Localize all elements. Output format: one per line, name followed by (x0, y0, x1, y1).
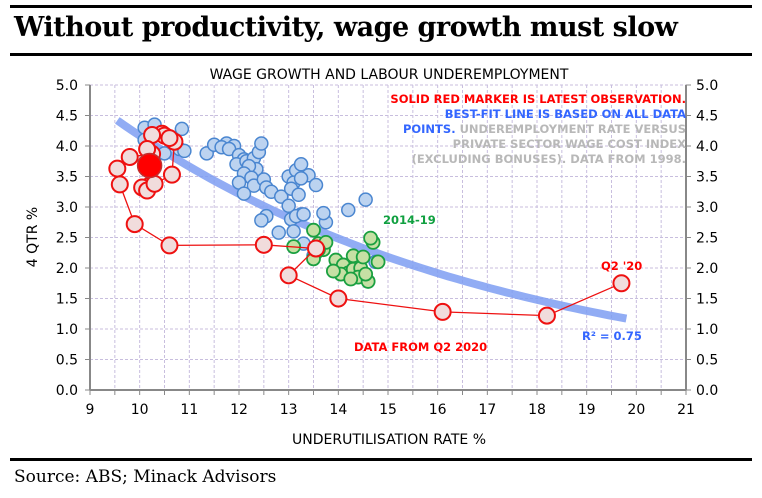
data-points (108, 117, 631, 325)
label-q2-20: Q2 '20 (601, 259, 642, 273)
point-from-q2-2020 (110, 175, 129, 194)
x-tick-label: 18 (528, 402, 546, 418)
point-2014-19 (358, 266, 374, 282)
point-from-q2-2020 (162, 165, 181, 184)
label-data-from-q2-2020: DATA FROM Q2 2020 (354, 340, 487, 354)
y-tick-label-left: 4.0 (56, 139, 78, 155)
y-tick-label-left: 0.0 (56, 383, 78, 399)
y-tick-label-right: 3.5 (696, 170, 718, 186)
x-tick-label: 14 (329, 402, 347, 418)
point-2014-19 (306, 222, 321, 238)
source-note: Source: ABS; Minack Advisors (14, 467, 277, 487)
y-tick-label-right: 5.0 (696, 78, 718, 94)
x-tick-label: 16 (429, 402, 447, 418)
point-from-q2-2020 (306, 239, 325, 258)
svg-text:POINTS. UNDEREMPLOYMENT RATE: POINTS. UNDEREMPLOYMENT RATE VERSUS (403, 122, 686, 136)
point-1998-2013 (236, 186, 252, 201)
point-from-q2-2020 (329, 289, 348, 308)
y-tick-label-right: 2.0 (696, 261, 718, 277)
x-tick-label: 20 (627, 402, 645, 418)
x-axis-label: UNDERUTILISATION RATE % (292, 432, 486, 448)
top-rule (10, 5, 752, 8)
y-tick-label-left: 2.0 (56, 261, 78, 277)
x-tick-label: 15 (379, 402, 397, 418)
point-1998-2013 (291, 187, 306, 203)
annotation-wage-index: PRIVATE SECTOR WAGE COST INDEX (453, 137, 686, 151)
point-2014-19 (343, 271, 359, 287)
point-2014-19 (355, 249, 371, 265)
label-r-squared: R² = 0.75 (582, 329, 642, 343)
annotation-best-fit: BEST-FIT LINE IS BASED ON ALL DATA (445, 107, 686, 121)
annotation-latest-observation: SOLID RED MARKER IS LATEST OBSERVATION. (390, 92, 686, 106)
point-from-q2-2020 (160, 129, 179, 148)
point-1998-2013 (271, 225, 286, 240)
x-tick-label: 13 (280, 402, 298, 418)
y-tick-label-left: 3.0 (56, 200, 78, 216)
point-from-q2-2020 (108, 159, 127, 178)
point-from-q2-2020 (279, 266, 298, 285)
point-1998-2013 (308, 177, 324, 193)
y-tick-label-right: 0.0 (696, 383, 718, 399)
tick-labels: 9 10 11 12 13 14 15 16 17 18 19 20 210.00.51.01.52.0… (56, 78, 719, 418)
annotation-data-from-1998: (EXCLUDING BONUSES). DATA FROM 1998. (412, 152, 686, 166)
x-tick-label: 19 (578, 402, 596, 418)
point-1998-2013 (316, 205, 331, 221)
y-axis-label: 4 QTR % (25, 207, 41, 267)
label-2014-19: 2014-19 (383, 213, 436, 227)
point-from-q2-2020 (120, 147, 139, 166)
y-tick-label-left: 2.5 (56, 231, 78, 247)
x-tick-label: 9 (86, 402, 95, 418)
best-fit-line (115, 117, 628, 323)
point-2014-19 (325, 263, 341, 279)
axes (85, 84, 691, 395)
y-tick-label-left: 1.0 (56, 322, 78, 338)
x-tick-label: 17 (478, 402, 496, 418)
y-tick-label-left: 3.5 (56, 170, 78, 186)
y-tick-label-right: 0.5 (696, 353, 718, 369)
point-1998-2013 (254, 213, 269, 228)
x-tick-label: 10 (131, 402, 149, 418)
y-tick-label-right: 4.5 (696, 109, 718, 125)
x-tick-label: 12 (230, 402, 248, 418)
y-tick-label-right: 1.0 (696, 322, 718, 338)
y-tick-label-left: 1.5 (56, 292, 78, 308)
best-fit-curve (115, 117, 628, 323)
y-tick-label-left: 4.5 (56, 109, 78, 125)
point-2014-19 (370, 254, 386, 270)
point-from-q2-2020 (433, 302, 452, 321)
point-1998-2013 (293, 157, 309, 172)
point-from-q2-2020 (254, 235, 273, 254)
point-1998-2013 (281, 198, 296, 214)
annotation-underemployment: UNDEREMPLOYMENT RATE VERSUS (460, 122, 686, 136)
x-tick-label: 21 (677, 402, 695, 418)
point-1998-2013 (296, 207, 311, 222)
y-tick-label-right: 3.0 (696, 200, 718, 216)
headline-rule (10, 53, 752, 56)
headline: Without productivity, wage growth must s… (14, 12, 678, 43)
y-tick-label-left: 0.5 (56, 353, 78, 369)
y-tick-label-right: 1.5 (696, 292, 718, 308)
point-1998-2013 (341, 202, 356, 218)
point-1998-2013 (254, 136, 269, 151)
point-2014-19 (363, 230, 379, 246)
point-1998-2013 (174, 121, 190, 137)
point-from-q2-2020 (160, 236, 179, 255)
point-from-q2-2020 (125, 215, 144, 234)
annotation-points: POINTS. (403, 122, 456, 136)
point-from-q2-2020 (612, 274, 631, 293)
point-latest-observation (136, 152, 163, 179)
point-from-q2-2020 (537, 306, 556, 325)
y-tick-label-left: 5.0 (56, 78, 78, 94)
point-1998-2013 (293, 171, 309, 186)
y-tick-label-right: 4.0 (696, 139, 718, 155)
scatter-chart: WAGE GROWTH AND LABOUR UNDEREMPLOYMENT 4… (25, 67, 719, 448)
y-tick-label-right: 2.5 (696, 231, 718, 247)
point-1998-2013 (286, 224, 301, 239)
x-tick-label: 11 (180, 402, 198, 418)
point-1998-2013 (358, 192, 373, 207)
chart-title: WAGE GROWTH AND LABOUR UNDEREMPLOYMENT (210, 67, 569, 83)
source-rule (10, 458, 752, 461)
